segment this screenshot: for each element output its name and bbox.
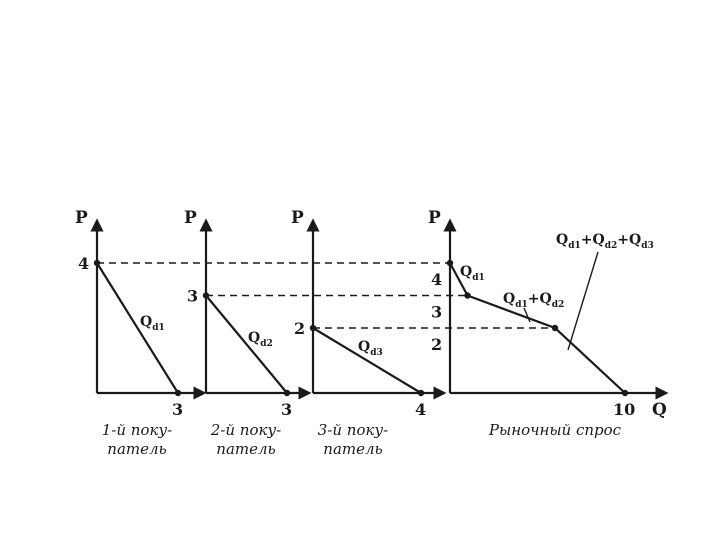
x-tick-panel-4: 10 [613, 400, 635, 419]
caption-panel-1-line-2: патель [107, 440, 166, 458]
point-panel-2-1 [283, 389, 291, 397]
y-axis-label-panel-2: P [184, 208, 197, 228]
x-tick-panel-3: 4 [415, 400, 426, 419]
point-panel-1-0 [93, 259, 101, 267]
point-panel-4-0 [446, 259, 454, 267]
caption-panel-4-line-1: Рыночный спрос [488, 421, 622, 439]
curve-label-panel-3: Qd3 [358, 339, 383, 358]
demand-curves [93, 251, 629, 397]
x-tick-panel-2: 3 [281, 400, 292, 419]
y-tick-market-4: 4 [431, 270, 442, 289]
leader-qd1-plus-qd2 [523, 307, 531, 323]
caption-panel-2-line-2: патель [216, 440, 275, 458]
point-panel-4-1 [464, 292, 471, 299]
point-panel-3-1 [417, 389, 425, 397]
point-panel-2-0 [202, 292, 210, 299]
y-tick-panel-2: 3 [187, 287, 198, 306]
y-tick-market-2: 2 [431, 335, 442, 354]
point-panel-3-0 [309, 324, 317, 332]
curve-label-panel-1: Qd1 [140, 314, 165, 333]
demand-line-panel-1 [96, 262, 179, 394]
curve-label-panel-2: Qd2 [248, 330, 273, 349]
x-axis-label-panel-4: Q [652, 400, 667, 420]
x-tick-panel-1: 3 [172, 400, 183, 419]
y-tick-panel-3: 2 [294, 319, 305, 338]
leader-qd1-plus-qd2-plus-qd3 [567, 251, 599, 351]
caption-panel-3-line-2: патель [323, 440, 382, 458]
point-panel-4-2 [551, 324, 559, 332]
y-axis-label-panel-4: P [428, 208, 441, 228]
y-axis-label-panel-1: P [75, 208, 88, 228]
y-tick-market-3: 3 [431, 303, 442, 322]
y-axis-label-panel-3: P [291, 208, 304, 228]
dashed-price-levels [97, 262, 555, 329]
caption-panel-3-line-1: 3-й поку- [318, 421, 388, 439]
annotation-qd1-plus-qd2-plus-qd3: Qd1+Qd2+Qd3 [556, 232, 654, 251]
demand-line-panel-4 [449, 262, 626, 394]
caption-panel-1-line-1: 1-й поку- [102, 421, 172, 439]
annotation-qd1: Qd1 [460, 264, 485, 283]
y-tick-panel-1: 4 [78, 254, 89, 273]
point-panel-1-1 [174, 389, 182, 397]
demand-line-panel-2 [205, 294, 288, 394]
caption-panel-2-line-1: 2-й поку- [210, 421, 281, 439]
demand-line-panel-3 [312, 327, 422, 394]
point-panel-4-3 [621, 389, 629, 397]
annotation-qd1-plus-qd2: Qd1+Qd2 [503, 291, 564, 310]
